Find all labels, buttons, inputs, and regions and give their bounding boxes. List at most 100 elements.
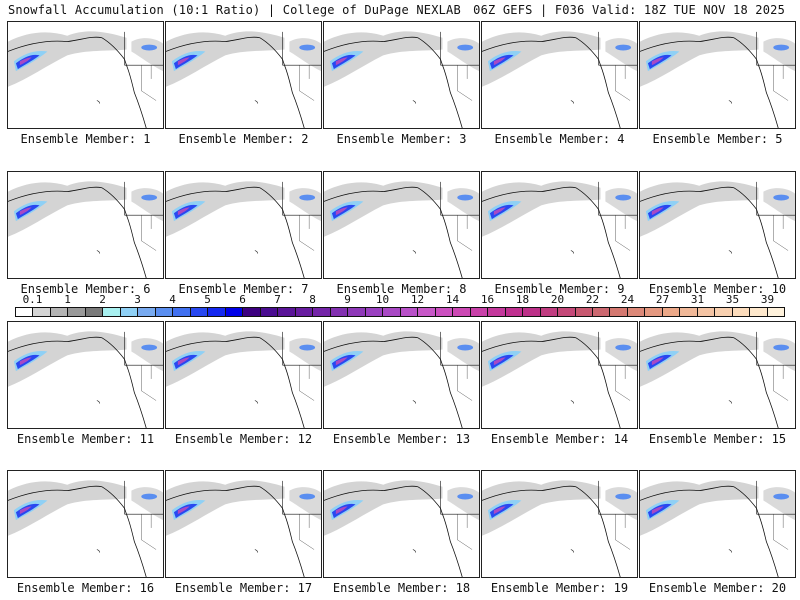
colorbar-box — [173, 308, 191, 316]
state-borders — [773, 514, 789, 550]
map-panel-member-19 — [481, 470, 638, 578]
border-canada-us — [598, 331, 637, 366]
snow-shading-gray — [640, 181, 759, 237]
colorbar-box — [208, 308, 226, 316]
snow-shading-blue — [173, 54, 198, 70]
snow-shading-gray-2 — [447, 38, 479, 72]
snow-shading-gray — [8, 480, 127, 536]
border-canada-us — [756, 480, 795, 515]
border-canada-us — [598, 31, 637, 66]
member-caption: Ensemble Member: 1 — [20, 132, 151, 146]
snow-shading-blue — [489, 503, 514, 519]
snow-shading-gray — [324, 181, 443, 237]
hawaii-islands — [412, 250, 417, 254]
snow-shading-blue — [15, 503, 40, 519]
snow-shading-blue — [15, 354, 40, 370]
snow-shading-gray-2 — [763, 338, 795, 372]
snow-shading-blue — [489, 354, 514, 370]
coastline — [8, 186, 147, 278]
border-canada-us — [756, 331, 795, 366]
colorbar-box — [50, 308, 69, 316]
coastline — [324, 36, 463, 128]
snow-shading-interior — [773, 194, 790, 201]
coastline — [482, 485, 621, 577]
snow-shading-blue — [647, 204, 672, 220]
snow-shading-purple — [19, 357, 32, 366]
map-panel-member-1 — [7, 21, 164, 129]
member-caption: Ensemble Member: 3 — [336, 132, 467, 146]
snow-shading-purple — [19, 57, 32, 66]
colorbar-box — [155, 308, 174, 316]
state-borders — [299, 65, 315, 101]
colorbar-box — [680, 308, 698, 316]
state-borders — [299, 514, 315, 550]
state-borders — [773, 215, 789, 251]
state-borders — [299, 365, 315, 401]
snow-shading-interior — [615, 194, 632, 201]
snow-shading-purple — [19, 207, 32, 216]
state-borders — [457, 514, 473, 550]
border-canada-us — [124, 31, 163, 66]
snow-shading-gray — [640, 331, 759, 387]
colorbar-tick-label: 5 — [204, 293, 211, 306]
colorbar-box — [418, 308, 436, 316]
border-canada-us — [282, 331, 321, 366]
snow-shading-purple — [335, 207, 348, 216]
snow-shading-purple — [651, 506, 664, 515]
colorbar-tick-label: 39 — [760, 293, 775, 306]
map-panel-member-20 — [639, 470, 796, 578]
colorbar-box — [383, 308, 401, 316]
colorbar-box — [505, 308, 524, 316]
snow-shading-interior — [773, 344, 790, 351]
colorbar-box — [715, 308, 733, 316]
border-canada-us — [440, 181, 479, 216]
state-borders — [615, 215, 631, 251]
colorbar-tick-label: 14 — [445, 293, 460, 306]
hawaii-islands — [570, 549, 575, 553]
map-panel-member-3 — [323, 21, 480, 129]
state-borders — [615, 65, 631, 101]
colorbar-tick-label: 16 — [480, 293, 495, 306]
map-panel-member-6 — [7, 171, 164, 279]
member-caption: Ensemble Member: 11 — [16, 432, 155, 446]
snow-shading-gray — [482, 31, 601, 87]
colorbar-box — [558, 308, 576, 316]
colorbar-tick-label: 22 — [585, 293, 600, 306]
snow-shading-interior — [141, 44, 158, 51]
snow-shading-purple — [19, 506, 32, 515]
coastline — [324, 186, 463, 278]
snow-shading-purple — [651, 57, 664, 66]
colorbar-box — [138, 308, 156, 316]
snow-shading-interior — [141, 493, 158, 500]
colorbar-tick-label: 10 — [375, 293, 390, 306]
colorbar-tick-label: 24 — [620, 293, 635, 306]
colorbar-box — [33, 308, 51, 316]
map-panel-member-5 — [639, 21, 796, 129]
colorbar-box — [750, 308, 768, 316]
colorbar-tick-label: 31 — [690, 293, 705, 306]
snow-shading-purple — [177, 57, 190, 66]
coastline — [324, 336, 463, 428]
colorbar-box — [627, 308, 646, 316]
colorbar-tick-label: 18 — [515, 293, 530, 306]
colorbar-box — [278, 308, 296, 316]
member-caption: Ensemble Member: 15 — [648, 432, 787, 446]
snow-shading-gray — [482, 331, 601, 387]
colorbar-tick-label: 3 — [134, 293, 141, 306]
snow-shading-interior — [615, 44, 632, 51]
snow-shading-gray-2 — [605, 338, 637, 372]
border-canada-us — [124, 181, 163, 216]
coastline — [166, 485, 305, 577]
snow-shading-gray — [324, 480, 443, 536]
colorbar-box — [697, 308, 716, 316]
map-panel-member-8 — [323, 171, 480, 279]
snow-shading-gray — [166, 31, 285, 87]
snow-shading-interior — [615, 493, 632, 500]
hawaii-islands — [254, 100, 259, 104]
map-panel-member-15 — [639, 321, 796, 429]
colorbar-box — [488, 308, 506, 316]
state-borders — [141, 514, 157, 550]
snow-shading-blue — [331, 503, 356, 519]
colorbar-tick-label: 9 — [344, 293, 351, 306]
state-borders — [457, 365, 473, 401]
